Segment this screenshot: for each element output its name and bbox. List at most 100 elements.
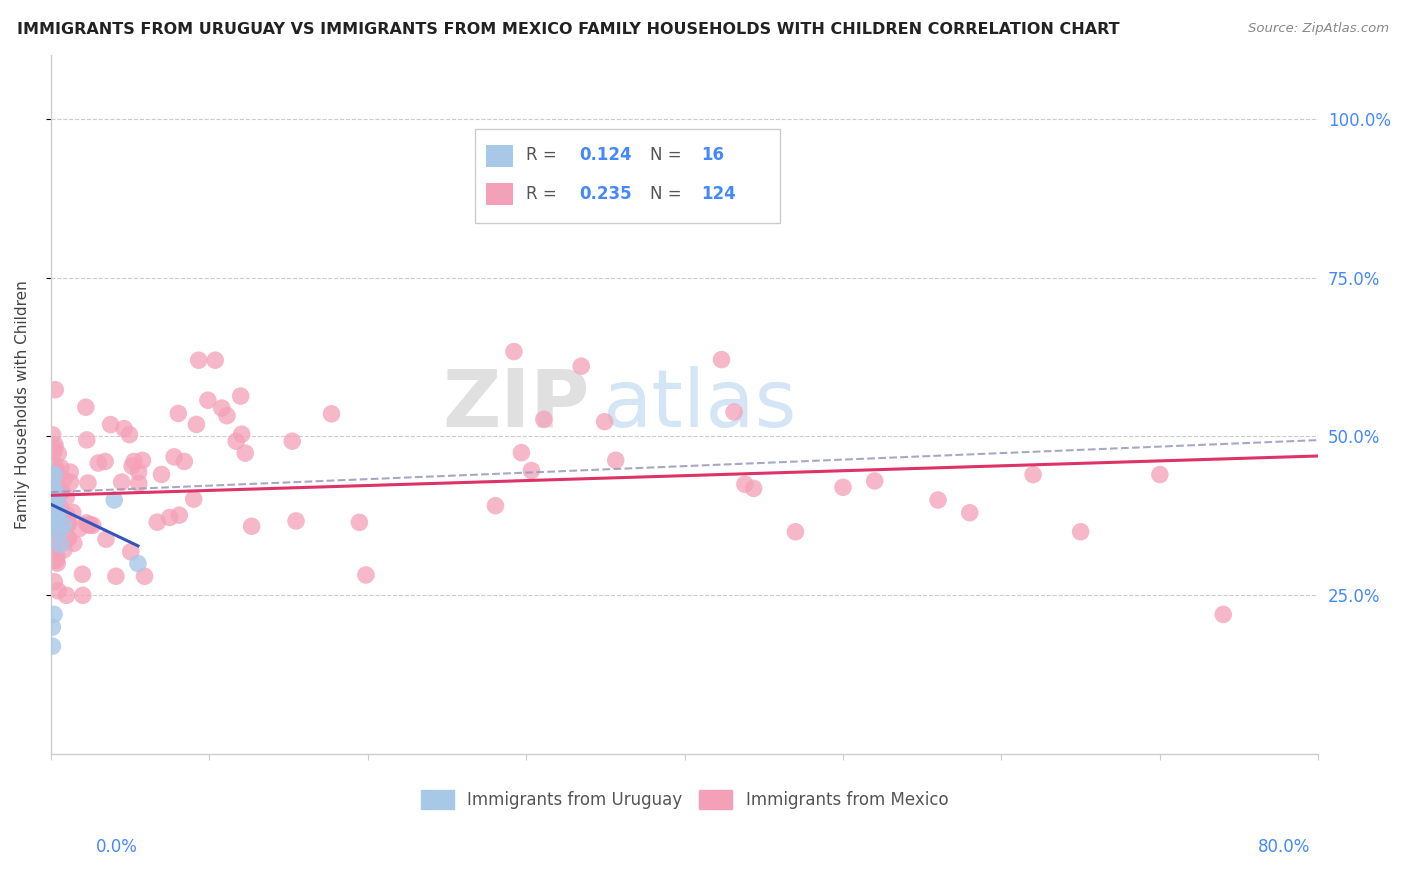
Point xyxy=(42,446,65,460)
Point xyxy=(167,407,190,421)
Point xyxy=(41,554,63,568)
Point xyxy=(233,446,256,460)
Point xyxy=(128,476,150,491)
Point xyxy=(742,482,765,496)
Point xyxy=(832,480,855,494)
Point xyxy=(150,467,173,482)
Point xyxy=(41,535,63,549)
Point xyxy=(41,620,63,634)
Point xyxy=(103,493,125,508)
Text: atlas: atlas xyxy=(602,366,797,443)
Point xyxy=(225,434,247,449)
Point xyxy=(56,531,79,545)
Text: 0.124: 0.124 xyxy=(579,146,631,164)
Point xyxy=(46,510,69,524)
Point xyxy=(863,474,886,488)
Point xyxy=(87,456,110,470)
Point xyxy=(41,467,63,482)
Point xyxy=(1149,467,1171,482)
Point xyxy=(44,465,66,479)
Point xyxy=(104,569,127,583)
Point xyxy=(163,450,186,464)
Point xyxy=(77,475,100,490)
Point xyxy=(46,512,69,526)
Point xyxy=(131,453,153,467)
Point xyxy=(82,518,104,533)
Point xyxy=(79,518,101,533)
Point xyxy=(41,518,63,533)
Point xyxy=(46,504,69,518)
Point xyxy=(41,487,63,501)
Text: 124: 124 xyxy=(702,185,735,202)
Point xyxy=(48,516,70,531)
Bar xyxy=(485,183,513,205)
Point xyxy=(41,485,63,500)
Point xyxy=(41,493,63,508)
Point xyxy=(173,454,195,468)
Point xyxy=(186,417,208,432)
Point xyxy=(41,639,63,653)
Point xyxy=(1212,607,1234,622)
Point xyxy=(94,454,117,468)
Point xyxy=(510,445,533,459)
Point xyxy=(46,524,69,538)
Point xyxy=(187,353,209,368)
Point xyxy=(44,438,66,452)
Point xyxy=(94,532,117,546)
Text: N =: N = xyxy=(651,146,688,164)
Point xyxy=(734,477,756,491)
Legend: Immigrants from Uruguay, Immigrants from Mexico: Immigrants from Uruguay, Immigrants from… xyxy=(413,783,955,816)
Point xyxy=(49,460,72,475)
Point xyxy=(169,508,191,523)
Point xyxy=(76,433,98,447)
Point xyxy=(484,499,506,513)
Point xyxy=(62,505,84,519)
Text: ZIP: ZIP xyxy=(443,366,589,443)
Point xyxy=(41,493,63,508)
Point xyxy=(46,522,69,536)
Point xyxy=(59,475,82,489)
Point xyxy=(44,442,66,456)
Point xyxy=(959,506,981,520)
Text: R =: R = xyxy=(526,146,562,164)
Point xyxy=(785,524,807,539)
Point xyxy=(42,506,65,520)
Point xyxy=(118,427,141,442)
Point xyxy=(112,421,135,435)
Point xyxy=(49,485,72,500)
Point xyxy=(710,352,733,367)
Text: 16: 16 xyxy=(702,146,724,164)
Point xyxy=(49,500,72,514)
Point xyxy=(67,521,90,535)
Point xyxy=(204,353,226,368)
Point xyxy=(122,454,145,468)
Point xyxy=(46,446,69,460)
Point xyxy=(723,405,745,419)
Point xyxy=(46,583,69,598)
Text: Source: ZipAtlas.com: Source: ZipAtlas.com xyxy=(1249,22,1389,36)
Point xyxy=(49,537,72,551)
Point xyxy=(77,517,100,532)
Point xyxy=(55,490,77,504)
Point xyxy=(46,549,69,564)
Point xyxy=(75,516,97,530)
Point xyxy=(44,458,66,473)
Point xyxy=(927,493,949,508)
Point xyxy=(285,514,308,528)
Point xyxy=(45,518,67,533)
Point xyxy=(41,469,63,483)
Point xyxy=(45,486,67,500)
Point xyxy=(45,464,67,478)
Point xyxy=(72,567,94,582)
Point xyxy=(229,389,252,403)
Text: IMMIGRANTS FROM URUGUAY VS IMMIGRANTS FROM MEXICO FAMILY HOUSEHOLDS WITH CHILDRE: IMMIGRANTS FROM URUGUAY VS IMMIGRANTS FR… xyxy=(17,22,1119,37)
Point xyxy=(55,508,77,522)
Text: N =: N = xyxy=(651,185,688,202)
Point xyxy=(128,465,150,479)
Point xyxy=(183,492,205,507)
Point xyxy=(42,480,65,494)
Point xyxy=(72,588,94,602)
Point xyxy=(62,536,84,550)
Point xyxy=(46,493,69,508)
Point xyxy=(120,545,142,559)
